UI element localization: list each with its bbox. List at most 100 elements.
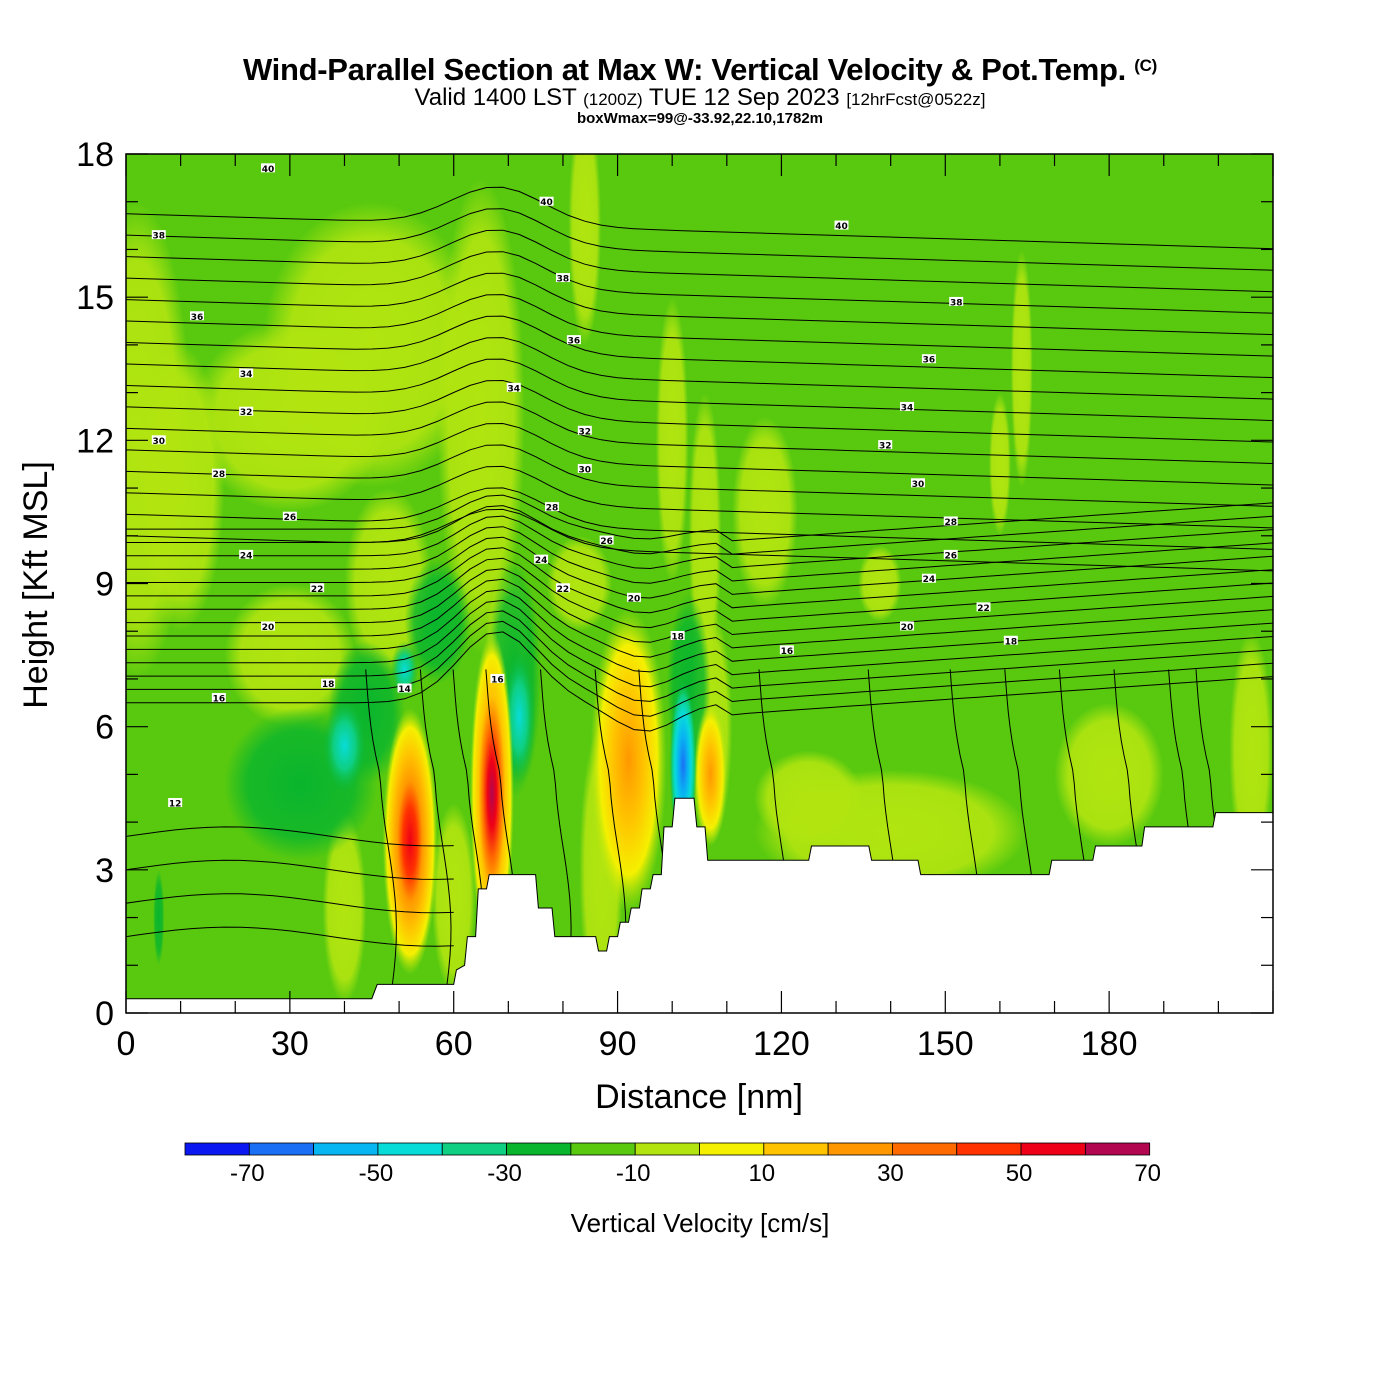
- colorbar-tick-label: -30: [487, 1160, 522, 1187]
- chart-subtitle: Valid 1400 LST (1200Z) TUE 12 Sep 2023 […: [0, 84, 1400, 112]
- colorbar-tick-label: 10: [748, 1160, 775, 1187]
- contour-label-bg: [976, 602, 991, 612]
- velocity-cell-5: [437, 177, 525, 656]
- velocity-cell-30: [153, 869, 165, 966]
- colorbar-tick-label: -70: [230, 1160, 265, 1187]
- colorbar-tick-label: -50: [359, 1160, 394, 1187]
- isentrope: [126, 487, 1273, 550]
- colorbar-swatch: [313, 1142, 379, 1156]
- contour-label-bg: [239, 368, 254, 378]
- colorbar-swatch: [827, 1142, 893, 1156]
- isentrope: [126, 508, 1273, 572]
- contour-label-bg: [878, 440, 893, 450]
- contour-label-bg: [900, 401, 915, 411]
- velocity-cell-20: [1054, 702, 1164, 846]
- colorbar-swatch: [634, 1142, 700, 1156]
- contour-label: 16: [491, 675, 504, 685]
- colorbar-swatch: [441, 1142, 507, 1156]
- x-tick-label: 120: [753, 1025, 810, 1063]
- isentrope-lowlevel: [126, 926, 454, 947]
- contour-label-bg: [921, 354, 936, 364]
- contour-label-bg: [239, 549, 254, 559]
- isentrope: [126, 251, 1273, 314]
- contour-label-bg: [190, 311, 205, 321]
- contour-label: 34: [240, 370, 253, 380]
- y-axis-title: Height [Kft MSL]: [17, 461, 55, 709]
- isentrope: [126, 547, 1273, 614]
- velocity-cell-19: [754, 750, 864, 846]
- contour-label: 18: [671, 632, 684, 642]
- contour-label: 30: [912, 480, 925, 490]
- y-tick-label: 15: [76, 279, 114, 317]
- isentrope: [126, 631, 1273, 732]
- contour-label: 26: [944, 551, 957, 561]
- isentrope: [126, 515, 1273, 570]
- x-tick-label: 60: [435, 1025, 473, 1063]
- isentrope: [126, 599, 1273, 688]
- velocity-cell-34: [382, 707, 438, 975]
- colorbar-swatch: [184, 1142, 250, 1156]
- contour-label-bg: [779, 645, 794, 655]
- isentrope: [126, 337, 1273, 400]
- colorbar-swatch: [248, 1142, 315, 1156]
- contour-label: 28: [546, 504, 559, 514]
- colorbar-tick-label: 30: [877, 1160, 904, 1187]
- contour-label-bg: [397, 683, 412, 693]
- isentrope: [126, 526, 1273, 584]
- contour-label-bg: [949, 296, 964, 306]
- valid-date: TUE 12 Sep 2023: [648, 84, 840, 111]
- contour-label: 38: [557, 275, 570, 285]
- contour-label-bg: [921, 573, 936, 583]
- isentrope: [126, 358, 1273, 421]
- isentrope: [126, 186, 1273, 250]
- isentrope: [126, 379, 1273, 443]
- contour-label: 24: [923, 575, 936, 585]
- colorbar-swatch: [1084, 1142, 1151, 1156]
- contour-label: 24: [535, 556, 548, 566]
- contour-label-bg: [239, 406, 254, 416]
- contour-label-bg: [506, 382, 521, 392]
- contour-label: 16: [213, 695, 226, 705]
- colorbar-swatch: [506, 1142, 572, 1156]
- contour-label-bg: [566, 335, 581, 345]
- contour-label: 36: [568, 337, 581, 347]
- contour-label: 30: [579, 465, 592, 475]
- y-tick-label: 6: [95, 709, 114, 747]
- contour-label-bg: [910, 478, 925, 488]
- chart-title: Wind-Parallel Section at Max W: Vertical…: [0, 52, 1400, 88]
- contour-label: 28: [213, 470, 226, 480]
- x-tick-label: 30: [271, 1025, 309, 1063]
- contour-label-bg: [261, 163, 276, 173]
- isentrope-lowlevel: [126, 893, 454, 914]
- y-tick-label: 18: [76, 136, 114, 174]
- x-axis-title: Distance [nm]: [595, 1078, 803, 1116]
- contour-label: 40: [262, 165, 275, 175]
- isentrope: [126, 208, 1273, 271]
- contour-label-bg: [261, 621, 276, 631]
- velocity-cell-22: [322, 812, 367, 1004]
- contour-label: 30: [153, 437, 166, 447]
- isentrope: [126, 536, 1273, 599]
- colorbar-swatch: [570, 1142, 636, 1156]
- isentrope: [126, 229, 1273, 293]
- isentrope: [126, 272, 1273, 336]
- isentrope: [126, 557, 1273, 629]
- contour-label: 32: [240, 408, 253, 418]
- contour-label-bg: [555, 583, 570, 593]
- contour-label-bg: [670, 630, 685, 640]
- isentrope: [126, 568, 1273, 643]
- x-tick-label: 90: [599, 1025, 637, 1063]
- contour-label: 20: [628, 594, 641, 604]
- chart-title-text: Wind-Parallel Section at Max W: Vertical…: [243, 52, 1126, 87]
- isentrope-low: [419, 669, 452, 999]
- contour-label-bg: [577, 463, 592, 473]
- forecast-info: [12hrFcst@0522z]: [846, 90, 986, 109]
- y-tick-label: 9: [95, 566, 114, 604]
- valid-time: Valid 1400 LST: [414, 84, 577, 111]
- contour-label: 26: [284, 513, 297, 523]
- contour-label-bg: [626, 592, 641, 602]
- x-tick-label: 0: [117, 1025, 136, 1063]
- isentrope: [126, 422, 1273, 486]
- contour-label-bg: [900, 621, 915, 631]
- colorbar-swatch: [763, 1142, 829, 1156]
